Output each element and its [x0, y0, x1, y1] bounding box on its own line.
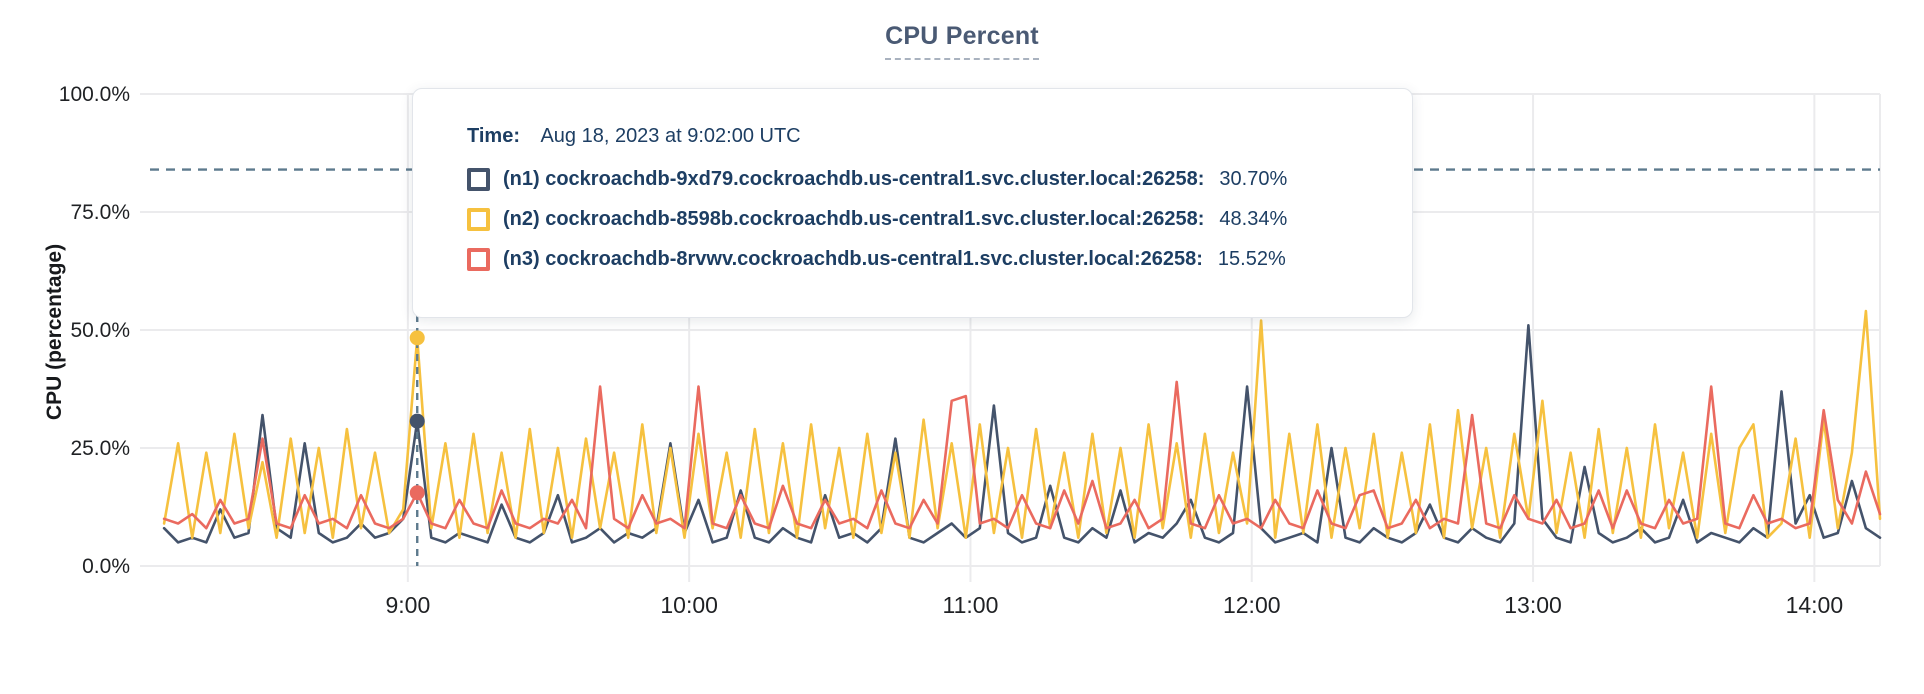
x-tick-label: 12:00	[1223, 592, 1281, 618]
y-tick-label: 25.0%	[70, 437, 130, 460]
series-n1-swatch-icon	[467, 168, 490, 191]
hover-point-n1	[409, 413, 425, 429]
x-tick-label: 14:00	[1786, 592, 1844, 618]
series-n2-swatch-icon	[467, 208, 490, 231]
chart-title-wrap: CPU Percent	[0, 22, 1924, 60]
tooltip-time-value: Aug 18, 2023 at 9:02:00 UTC	[540, 125, 801, 147]
y-tick-label: 100.0%	[59, 83, 130, 106]
tooltip-time-row: Time: Aug 18, 2023 at 9:02:00 UTC	[467, 125, 1372, 148]
y-tick-label: 75.0%	[70, 201, 130, 224]
tooltip-series-row: (n1) cockroachdb-9xd79.cockroachdb.us-ce…	[467, 168, 1372, 191]
y-tick-label: 0.0%	[82, 555, 130, 578]
tooltip-series-value: 30.70%	[1219, 168, 1288, 190]
x-tick-label: 9:00	[385, 592, 430, 618]
x-tick-label: 11:00	[943, 592, 999, 618]
x-tick-label: 13:00	[1504, 592, 1562, 618]
y-tick-label: 50.0%	[70, 319, 130, 342]
series-line-n2	[162, 309, 1882, 540]
series-line-n1	[162, 323, 1882, 544]
tooltip-series-name: (n3) cockroachdb-8rvwv.cockroachdb.us-ce…	[503, 248, 1203, 270]
tooltip-series-row: (n3) cockroachdb-8rvwv.cockroachdb.us-ce…	[467, 248, 1372, 271]
tooltip-series-name: (n2) cockroachdb-8598b.cockroachdb.us-ce…	[503, 208, 1205, 230]
tooltip-series-value: 15.52%	[1217, 248, 1286, 270]
x-tick-label: 10:00	[660, 592, 718, 618]
hover-point-n3	[409, 485, 425, 501]
tooltip-series-row: (n2) cockroachdb-8598b.cockroachdb.us-ce…	[467, 208, 1372, 231]
series-n3-swatch-icon	[467, 248, 490, 271]
hover-point-n2	[409, 330, 425, 346]
hover-tooltip: Time: Aug 18, 2023 at 9:02:00 UTC (n1) c…	[412, 88, 1413, 318]
tooltip-time-label: Time:	[467, 125, 520, 147]
tooltip-series-name: (n1) cockroachdb-9xd79.cockroachdb.us-ce…	[503, 168, 1205, 190]
chart-title[interactable]: CPU Percent	[885, 22, 1039, 60]
tooltip-series-value: 48.34%	[1219, 208, 1288, 230]
series-line-n3	[162, 380, 1882, 530]
